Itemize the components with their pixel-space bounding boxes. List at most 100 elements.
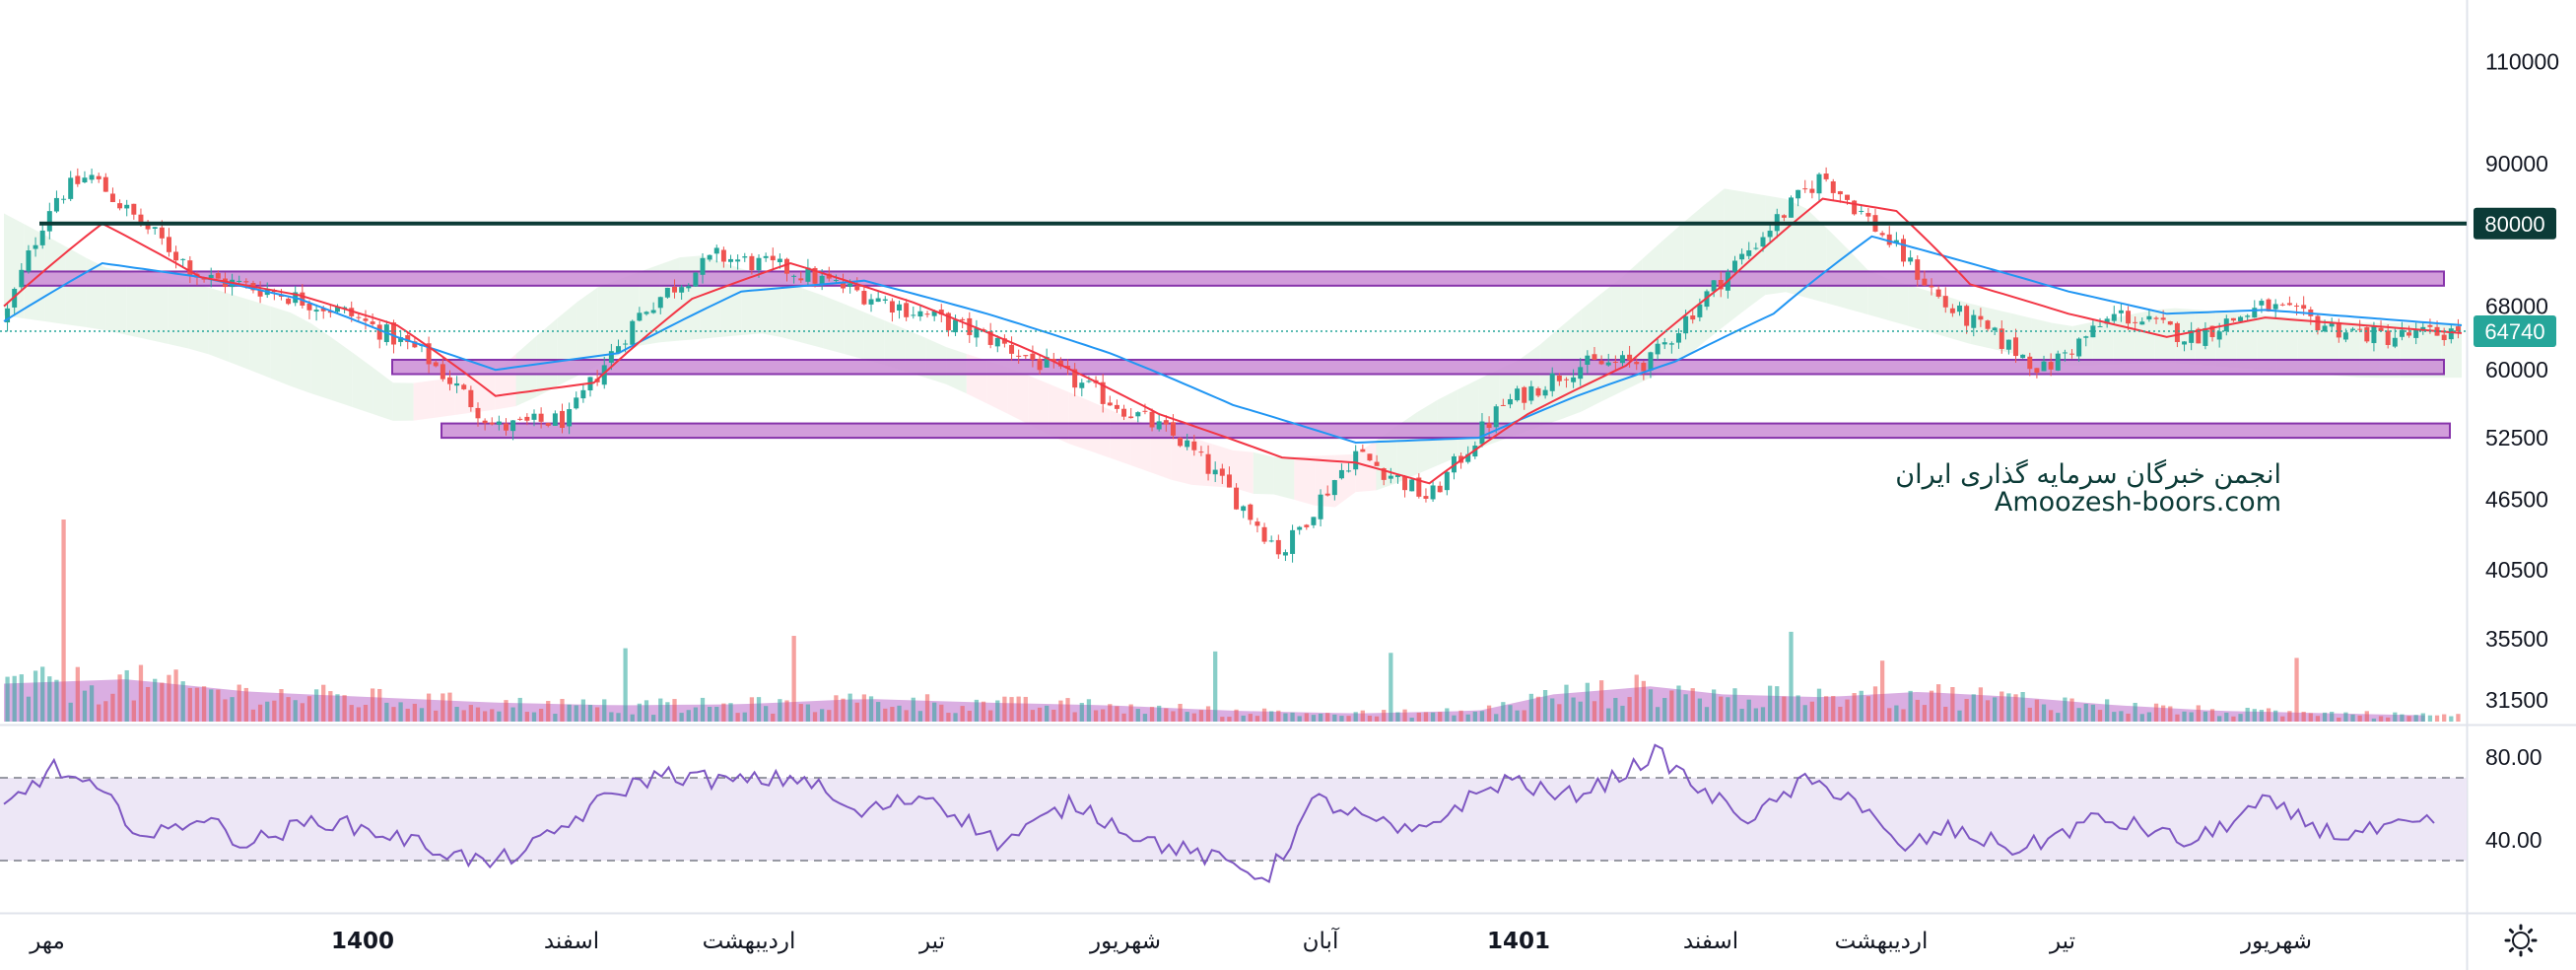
candle[interactable]: [700, 252, 706, 284]
candle[interactable]: [1275, 534, 1281, 559]
candle[interactable]: [1114, 399, 1119, 413]
candle[interactable]: [1205, 445, 1211, 481]
candle[interactable]: [1641, 361, 1647, 381]
candle[interactable]: [2448, 323, 2454, 344]
candle[interactable]: [208, 267, 214, 288]
candle[interactable]: [1661, 337, 1667, 350]
support-zone[interactable]: [21, 270, 2445, 287]
candle[interactable]: [679, 284, 685, 301]
candle[interactable]: [805, 258, 811, 286]
candle[interactable]: [720, 246, 726, 268]
horizontal-levels[interactable]: [0, 221, 2467, 332]
moving-averages[interactable]: [3, 197, 2463, 485]
candle[interactable]: [994, 335, 1000, 353]
candle[interactable]: [2392, 328, 2398, 349]
candle[interactable]: [882, 296, 888, 305]
candle[interactable]: [53, 190, 59, 214]
candle[interactable]: [1999, 320, 2004, 354]
last-price-tag[interactable]: 64740: [2474, 314, 2556, 347]
candle[interactable]: [2329, 317, 2335, 331]
candle[interactable]: [749, 252, 755, 275]
candle[interactable]: [1964, 304, 1970, 334]
candle[interactable]: [1009, 336, 1015, 361]
candle[interactable]: [1823, 167, 1829, 182]
candle[interactable]: [496, 415, 502, 431]
support-zone[interactable]: [391, 358, 2445, 376]
candle[interactable]: [2385, 323, 2391, 349]
candle[interactable]: [2139, 317, 2145, 325]
candle[interactable]: [889, 298, 895, 322]
candle[interactable]: [1297, 525, 1303, 535]
candle[interactable]: [1563, 377, 1569, 388]
candle[interactable]: [1809, 180, 1815, 199]
candle[interactable]: [503, 418, 508, 436]
candle[interactable]: [2048, 353, 2054, 377]
candle[interactable]: [1978, 308, 1984, 327]
candle[interactable]: [2272, 299, 2278, 318]
candle[interactable]: [2350, 326, 2356, 332]
candle[interactable]: [1416, 473, 1422, 499]
candle[interactable]: [1493, 404, 1499, 434]
candle[interactable]: [468, 385, 474, 412]
rsi-indicator[interactable]: [0, 743, 2467, 883]
candle[interactable]: [2083, 335, 2089, 347]
candle[interactable]: [1675, 328, 1681, 349]
candle[interactable]: [1619, 350, 1625, 367]
candle[interactable]: [664, 287, 670, 300]
candle[interactable]: [1037, 354, 1043, 375]
candle[interactable]: [1605, 353, 1611, 367]
candle[interactable]: [1030, 345, 1036, 368]
candle[interactable]: [672, 279, 677, 299]
candle[interactable]: [524, 413, 530, 426]
candle[interactable]: [2034, 368, 2040, 379]
candle[interactable]: [2189, 321, 2195, 351]
candle[interactable]: [26, 244, 32, 274]
candle[interactable]: [735, 254, 741, 270]
candle[interactable]: [2357, 319, 2363, 333]
candle[interactable]: [875, 290, 881, 303]
candle[interactable]: [1100, 374, 1106, 413]
candle[interactable]: [630, 319, 636, 346]
rsi-line[interactable]: [3, 743, 2435, 883]
candle[interactable]: [1234, 483, 1240, 511]
support-resistance-zones[interactable]: [21, 270, 2451, 440]
candle[interactable]: [1585, 350, 1591, 374]
candle[interactable]: [313, 304, 319, 321]
candle[interactable]: [1219, 463, 1225, 485]
candle[interactable]: [2230, 317, 2236, 322]
candle[interactable]: [1185, 434, 1190, 450]
candle[interactable]: [545, 422, 551, 428]
candle[interactable]: [686, 283, 692, 292]
candle[interactable]: [1802, 179, 1808, 193]
candle[interactable]: [187, 255, 193, 284]
candle[interactable]: [2055, 350, 2061, 372]
candle[interactable]: [89, 169, 95, 184]
candle[interactable]: [39, 224, 45, 249]
candle[interactable]: [1935, 285, 1941, 299]
candle[interactable]: [12, 287, 18, 316]
candle[interactable]: [1198, 446, 1204, 456]
candle[interactable]: [2020, 354, 2026, 359]
candle[interactable]: [2090, 319, 2096, 338]
candle[interactable]: [763, 252, 769, 262]
candle[interactable]: [19, 262, 25, 291]
candle[interactable]: [1353, 445, 1359, 476]
candle[interactable]: [461, 382, 467, 390]
candle[interactable]: [1852, 199, 1858, 216]
candle[interactable]: [2413, 322, 2419, 345]
candle[interactable]: [1648, 351, 1654, 379]
candle[interactable]: [2279, 303, 2285, 307]
candle[interactable]: [1957, 302, 1963, 316]
candle[interactable]: [1830, 178, 1836, 201]
candle[interactable]: [1388, 467, 1393, 484]
candle[interactable]: [2286, 296, 2292, 307]
candle[interactable]: [152, 227, 158, 235]
candle[interactable]: [117, 199, 123, 211]
candle[interactable]: [363, 310, 369, 330]
candle[interactable]: [2252, 300, 2258, 318]
candle[interactable]: [334, 304, 340, 313]
candle[interactable]: [482, 418, 488, 431]
candle[interactable]: [1142, 403, 1148, 415]
candle[interactable]: [510, 420, 516, 441]
